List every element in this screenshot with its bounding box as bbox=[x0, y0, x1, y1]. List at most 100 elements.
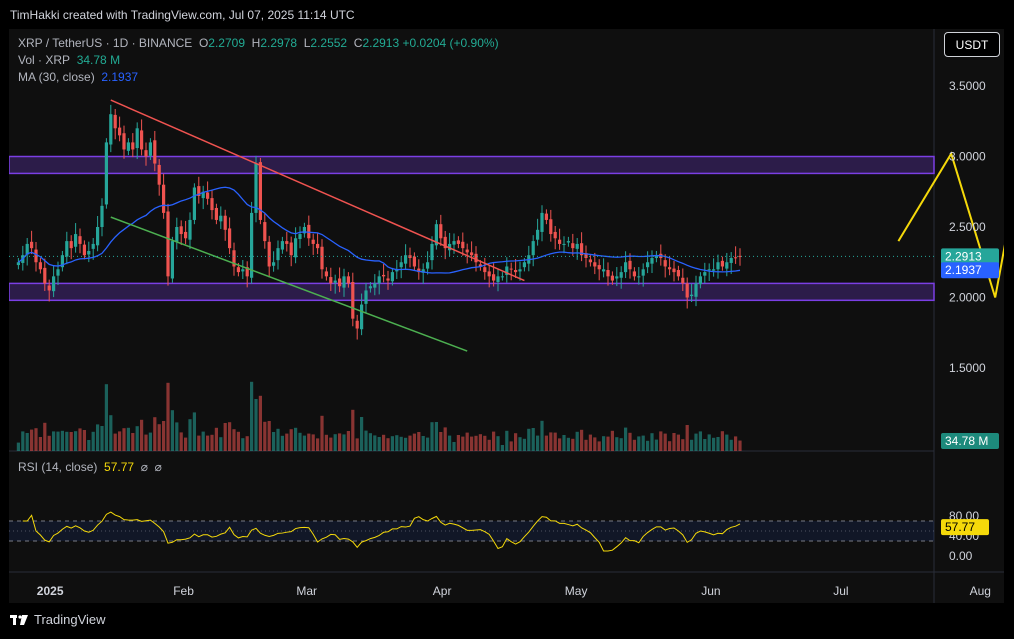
candle-body bbox=[298, 234, 302, 239]
ma-price-badge-bg bbox=[941, 262, 999, 279]
volume-bar bbox=[214, 427, 218, 451]
candle-body bbox=[399, 262, 403, 268]
volume-bar bbox=[443, 427, 447, 451]
volume-bar bbox=[544, 435, 548, 451]
volume-bar bbox=[676, 434, 680, 451]
volume-bar bbox=[324, 434, 328, 451]
volume-bar bbox=[505, 430, 509, 451]
volume-bar bbox=[148, 432, 152, 451]
candle-body bbox=[536, 229, 540, 240]
volume-bar bbox=[87, 440, 91, 451]
volume-bar bbox=[289, 429, 293, 451]
volume-bar bbox=[659, 431, 663, 451]
volume-bar bbox=[448, 435, 452, 451]
volume-bar bbox=[201, 431, 205, 451]
candle-body bbox=[514, 270, 518, 273]
volume-bar bbox=[30, 429, 34, 451]
volume-bar bbox=[588, 434, 592, 451]
volume-legend: Vol · XRP 34.78 M bbox=[18, 53, 120, 67]
candle-body bbox=[113, 114, 117, 129]
candle-body bbox=[338, 278, 342, 287]
volume-bar bbox=[206, 435, 210, 451]
candle-body bbox=[87, 250, 91, 255]
volume-bar bbox=[219, 437, 223, 451]
candle-body bbox=[267, 241, 271, 267]
candle-body bbox=[25, 243, 29, 255]
candle-body bbox=[641, 269, 645, 276]
price-tick-label: 2.5000 bbox=[949, 220, 986, 234]
volume-bar bbox=[52, 431, 56, 451]
candle-body bbox=[16, 262, 20, 266]
volume-bar bbox=[707, 434, 711, 451]
volume-bar bbox=[360, 417, 364, 451]
candle-body bbox=[69, 241, 73, 249]
candle-body bbox=[34, 249, 38, 263]
volume-bar bbox=[615, 437, 619, 451]
candle-body bbox=[434, 224, 438, 246]
open-value: 2.2709 bbox=[208, 36, 245, 50]
ma-label: MA (30, close) bbox=[18, 70, 95, 84]
volume-bar bbox=[25, 433, 29, 451]
volume-bar bbox=[417, 432, 421, 451]
volume-bar bbox=[298, 432, 302, 451]
volume-bar bbox=[518, 437, 522, 451]
volume-bar bbox=[188, 419, 192, 451]
candle-body bbox=[302, 227, 306, 234]
candle-body bbox=[421, 269, 425, 273]
candle-body bbox=[294, 238, 298, 258]
rsi-hide-icon[interactable]: ⌀ bbox=[140, 460, 148, 474]
candle-body bbox=[698, 276, 702, 285]
candle-body bbox=[703, 272, 707, 276]
candle-body bbox=[439, 224, 443, 239]
volume-bar bbox=[47, 435, 51, 451]
volume-bar bbox=[56, 431, 60, 451]
candle-body bbox=[360, 304, 364, 330]
candle-body bbox=[351, 281, 355, 319]
candle-body bbox=[553, 231, 557, 239]
candle-body bbox=[263, 222, 267, 242]
volume-bar bbox=[637, 436, 641, 451]
volume-bar bbox=[364, 430, 368, 451]
candle-body bbox=[285, 241, 289, 244]
candle-body bbox=[672, 268, 676, 273]
volume-bar bbox=[377, 437, 381, 451]
volume-bar bbox=[232, 429, 236, 451]
volume-bar bbox=[140, 419, 144, 451]
volume-bar bbox=[439, 432, 443, 451]
candle-body bbox=[162, 184, 166, 213]
candle-body bbox=[74, 234, 78, 247]
candle-body bbox=[624, 262, 628, 273]
candle-body bbox=[258, 162, 262, 220]
candle-body bbox=[474, 253, 478, 263]
volume-bar bbox=[329, 437, 333, 451]
volume-bar bbox=[294, 427, 298, 451]
volume-bar bbox=[470, 436, 474, 451]
volume-bar bbox=[593, 437, 597, 451]
candle-body bbox=[118, 127, 122, 136]
candle-body bbox=[729, 258, 733, 263]
candle-body bbox=[60, 255, 64, 268]
volume-bar bbox=[267, 421, 271, 451]
volume-bar bbox=[720, 431, 724, 451]
chart-panel[interactable]: 3.5000 3.0000 2.5000 2.0000 1.5000 2.2913 2.19… bbox=[9, 29, 1004, 603]
volume-bar bbox=[452, 442, 456, 451]
candle-body bbox=[250, 212, 254, 278]
volume-bar bbox=[628, 432, 632, 451]
price-chart[interactable]: 3.50003.00002.50002.00001.50002.29132.19… bbox=[9, 29, 1004, 603]
volume-bar bbox=[285, 433, 289, 451]
rsi-label: RSI (14, close) bbox=[18, 460, 98, 474]
candle-body bbox=[373, 283, 377, 288]
volume-bar bbox=[632, 439, 636, 451]
candle-body bbox=[30, 241, 34, 249]
time-axis-label: May bbox=[565, 584, 588, 598]
volume-bar bbox=[483, 435, 487, 451]
rsi-badge: 57.77 bbox=[945, 520, 975, 534]
candle-body bbox=[637, 276, 641, 278]
candle-body bbox=[531, 241, 535, 256]
currency-button[interactable]: USDT bbox=[944, 32, 1000, 57]
rsi-settings-icon[interactable]: ⌀ bbox=[154, 460, 162, 474]
volume-bar bbox=[228, 422, 232, 451]
candle-body bbox=[241, 269, 245, 272]
volume-bar bbox=[38, 437, 42, 451]
volume-bar bbox=[487, 439, 491, 451]
